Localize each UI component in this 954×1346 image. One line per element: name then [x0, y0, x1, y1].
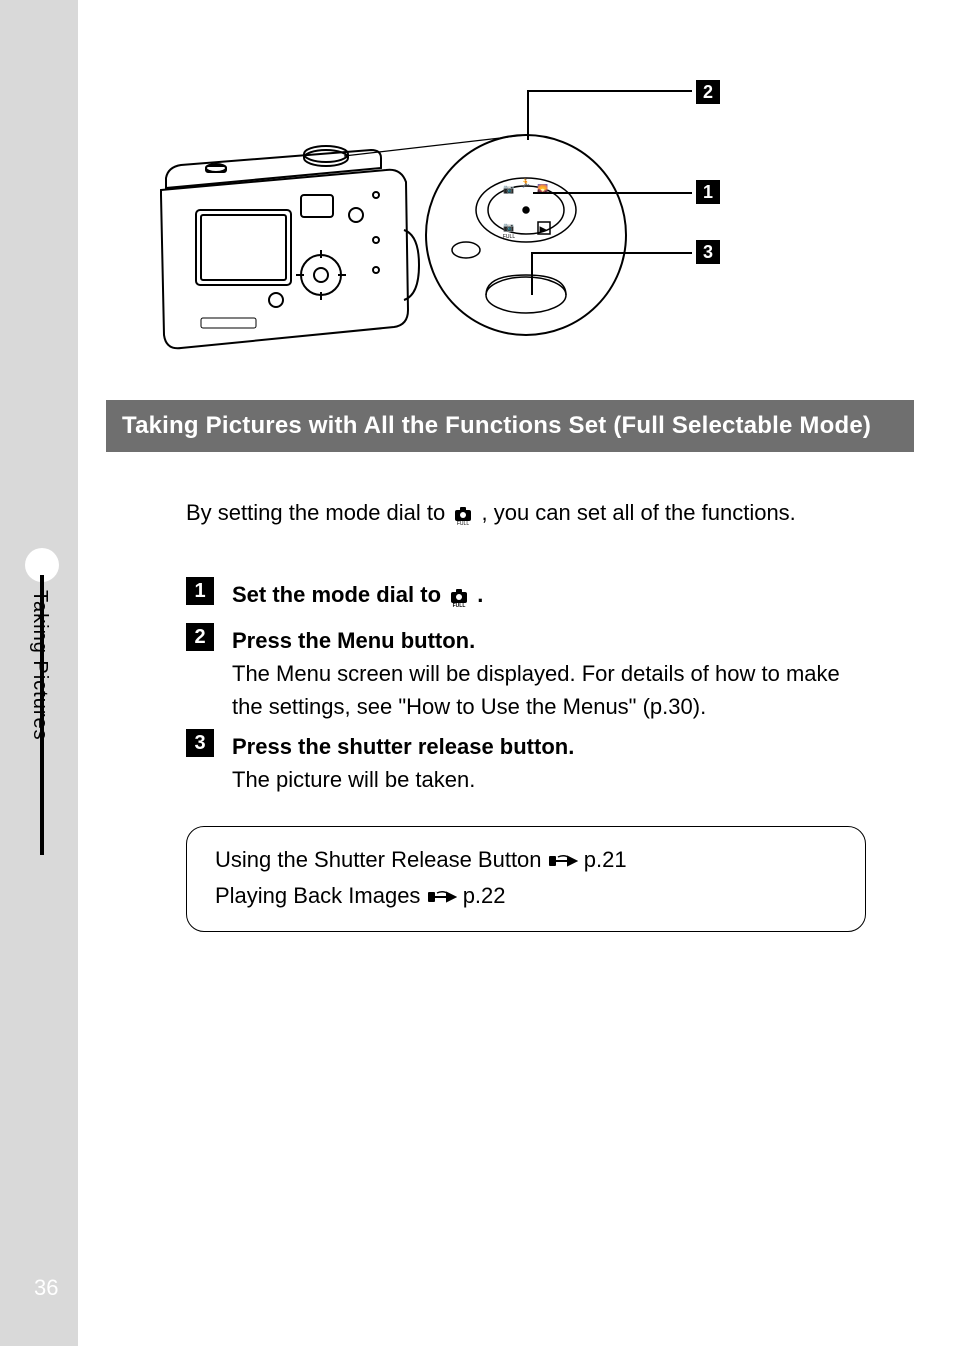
reference-item: Playing Back Images p.22 [215, 879, 837, 915]
camera-diagram: 📷 🏃 🌄 📷 FULL ▶ 2 [106, 60, 866, 380]
reference-label: Playing Back Images [215, 883, 420, 908]
camera-full-icon: FULL [447, 584, 471, 617]
page-number: 36 [34, 1275, 58, 1301]
step-title-before: Set the mode dial to [232, 582, 447, 607]
page-content: 📷 🏃 🌄 📷 FULL ▶ 2 [78, 0, 954, 932]
step-title-after: . [477, 582, 483, 607]
reference-page: p.21 [584, 847, 627, 872]
step-2: 2 Press the Menu button. The Menu screen… [186, 623, 914, 723]
step-title: Press the Menu button. [232, 624, 852, 657]
reference-item: Using the Shutter Release Button p.21 [215, 843, 837, 879]
callout-leader [533, 192, 692, 194]
step-title: Set the mode dial to FULL . [232, 582, 483, 607]
camera-illustration: 📷 🏃 🌄 📷 FULL ▶ [126, 100, 666, 380]
pointer-icon [427, 882, 457, 915]
step-number: 2 [186, 623, 214, 651]
intro-after: , you can set all of the functions. [482, 500, 796, 525]
step-3: 3 Press the shutter release button. The … [186, 729, 914, 796]
reference-box: Using the Shutter Release Button p.21 Pl… [186, 826, 866, 932]
svg-text:🏃: 🏃 [520, 177, 531, 188]
section-heading: Taking Pictures with All the Functions S… [106, 400, 914, 452]
step-title: Press the shutter release button. [232, 730, 574, 763]
svg-text:FULL: FULL [503, 234, 515, 240]
callout-leader [531, 252, 692, 254]
callout-1: 1 [696, 180, 720, 204]
svg-text:FULL: FULL [453, 603, 466, 608]
callout-leader [531, 252, 533, 295]
intro-paragraph: By setting the mode dial to FULL , you c… [186, 496, 914, 535]
svg-text:FULL: FULL [457, 521, 469, 526]
side-tab-label: Taking Pictures [28, 590, 51, 741]
pointer-icon [548, 846, 578, 879]
callout-3: 3 [696, 240, 720, 264]
callout-leader [527, 90, 529, 140]
camera-full-icon: FULL [451, 502, 475, 535]
reference-label: Using the Shutter Release Button [215, 847, 542, 872]
steps-list: 1 Set the mode dial to FULL . 2 Press th… [186, 577, 914, 796]
step-number: 3 [186, 729, 214, 757]
svg-text:📷: 📷 [503, 184, 514, 194]
intro-before: By setting the mode dial to [186, 500, 451, 525]
callout-2: 2 [696, 80, 720, 104]
step-1: 1 Set the mode dial to FULL . [186, 577, 914, 617]
svg-text:📷: 📷 [503, 222, 514, 232]
step-number: 1 [186, 577, 214, 605]
svg-text:▶: ▶ [540, 224, 547, 234]
step-description: The picture will be taken. [232, 763, 574, 796]
reference-page: p.22 [463, 883, 506, 908]
callout-leader [527, 90, 692, 92]
step-description: The Menu screen will be displayed. For d… [232, 657, 852, 723]
